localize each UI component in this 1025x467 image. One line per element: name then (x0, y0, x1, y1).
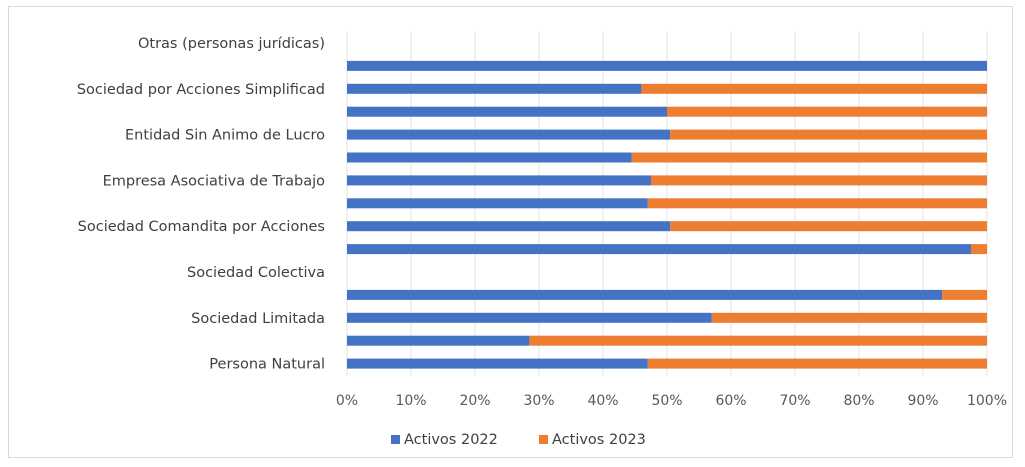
category-label: Sociedad Colectiva (187, 265, 325, 281)
category-label: Otras (personas jurídicas) (138, 36, 325, 52)
x-tick-label: 40% (587, 393, 618, 409)
x-tick-label: 60% (715, 393, 746, 409)
bars (347, 60, 987, 369)
legend-swatch (539, 435, 548, 444)
bar-segment (347, 83, 642, 94)
bar-segment (347, 175, 651, 186)
x-tick-label: 30% (523, 393, 554, 409)
bar-segment (647, 358, 987, 369)
bar-segment (942, 289, 987, 300)
category-label: Entidad Sin Animo de Lucro (125, 128, 325, 144)
category-label: Sociedad Limitada (191, 311, 325, 327)
bar-segment (347, 244, 971, 255)
bar-segment (667, 106, 987, 117)
category-label: Sociedad por Acciones Simplificad (77, 82, 325, 98)
x-tick-label: 20% (459, 393, 490, 409)
stacked-bar-chart: Otras (personas jurídicas) Sociedad por A… (77, 31, 1007, 448)
x-tick-label: 10% (395, 393, 426, 409)
bar-segment (670, 221, 987, 232)
bar-segment (347, 60, 987, 71)
bar-segment (347, 289, 943, 300)
x-tick-label: 70% (779, 393, 810, 409)
bar-segment (347, 335, 530, 346)
legend: Activos 2022 Activos 2023 (391, 432, 646, 448)
bar-segment (641, 83, 987, 94)
bar-segment (711, 312, 987, 323)
x-tick-label: 90% (907, 393, 938, 409)
bar-segment (347, 152, 632, 163)
bar-segment (631, 152, 987, 163)
bar-segment (347, 312, 712, 323)
bar-segment (647, 198, 987, 209)
x-tick-label: 50% (651, 393, 682, 409)
category-label: Persona Natural (209, 357, 325, 373)
legend-label: Activos 2022 (404, 432, 498, 448)
category-label: Sociedad Comandita por Acciones (78, 219, 325, 235)
bar-segment (347, 129, 671, 140)
x-tick-labels: 0% 10% 20% 30% 40% 50% 60% 70% 80% 90% 100% (336, 393, 1007, 409)
bar-segment (670, 129, 987, 140)
x-tick-label: 0% (336, 393, 358, 409)
chart-frame: Otras (personas jurídicas) Sociedad por A… (8, 6, 1013, 458)
bar-segment (971, 244, 987, 255)
legend-swatch (391, 435, 400, 444)
x-tick-label: 100% (967, 393, 1007, 409)
bar-segment (347, 198, 648, 209)
bar-segment (347, 358, 648, 369)
category-label: Empresa Asociativa de Trabajo (103, 173, 326, 189)
bar-segment (347, 221, 671, 232)
x-tick-label: 80% (843, 393, 874, 409)
bar-segment (529, 335, 987, 346)
bar-segment (651, 175, 987, 186)
legend-label: Activos 2023 (552, 432, 646, 448)
category-labels: Otras (personas jurídicas) Sociedad por A… (77, 36, 325, 373)
bar-segment (347, 106, 667, 117)
